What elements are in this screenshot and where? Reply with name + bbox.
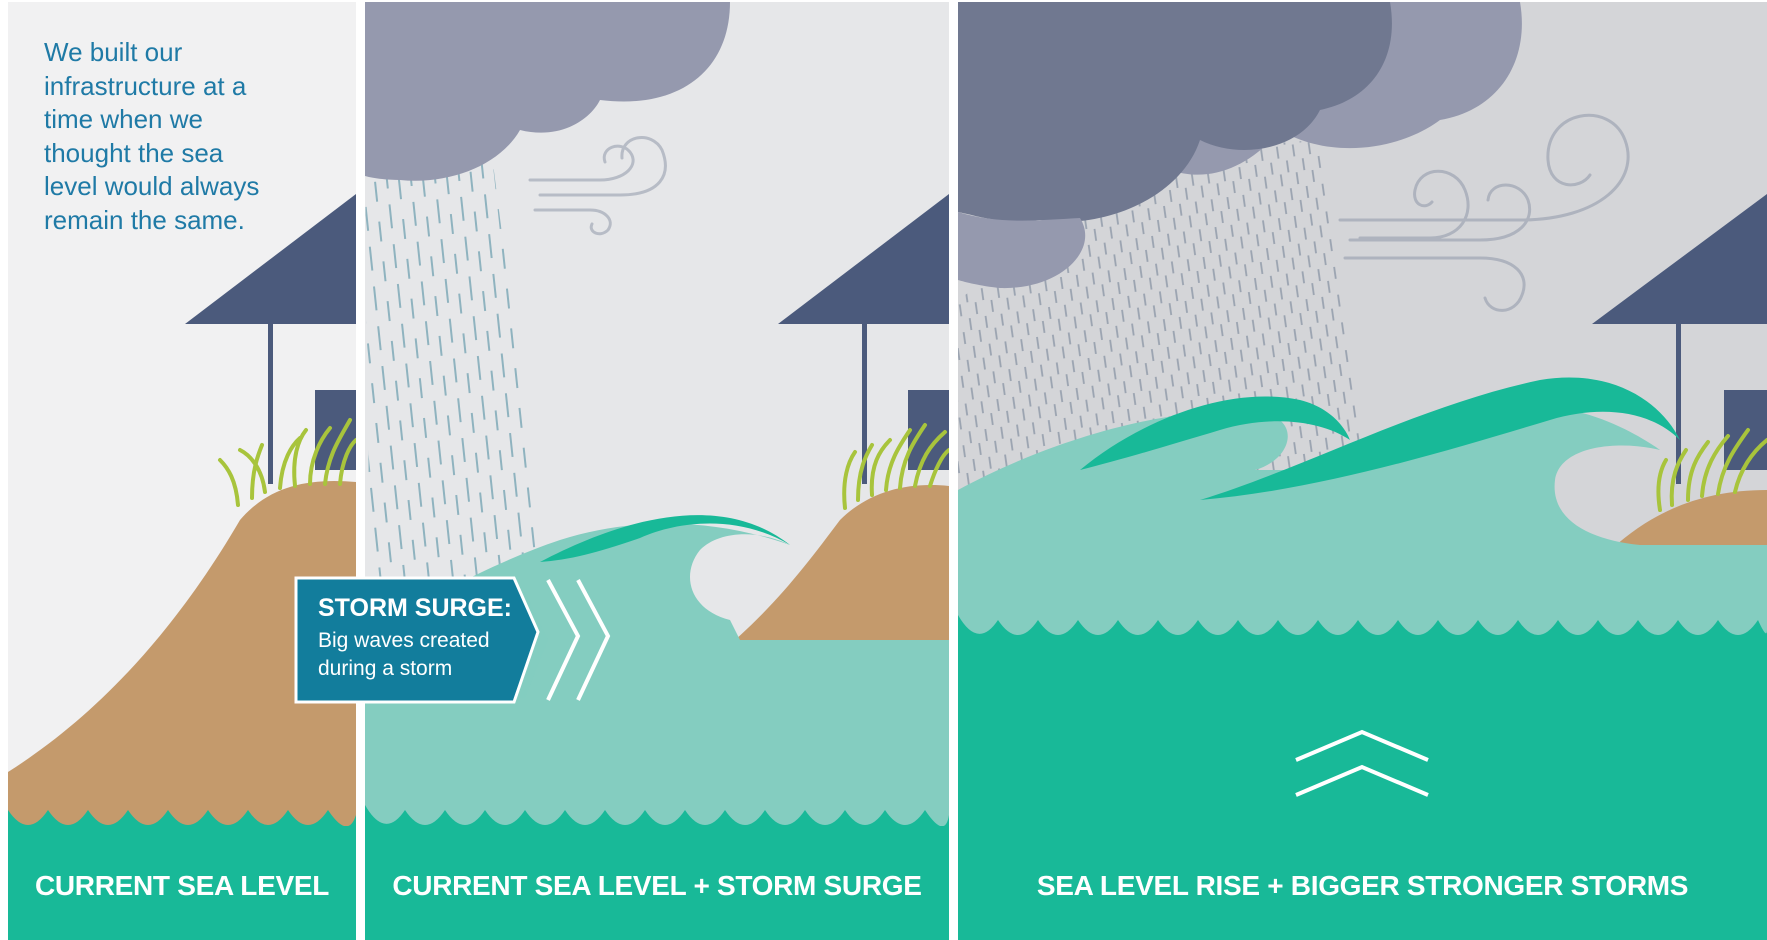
house-illustration xyxy=(185,194,356,484)
grass-illustration xyxy=(842,423,949,510)
chevron-up-icon xyxy=(1295,729,1429,797)
cloud-icon xyxy=(365,2,730,181)
intro-text: We built our infrastructure at a time wh… xyxy=(44,37,260,235)
caption-current-sea-level: CURRENT SEA LEVEL xyxy=(34,870,330,901)
wind-icon xyxy=(528,136,667,236)
caption-storm-surge: CURRENT SEA LEVEL + STORM SURGE xyxy=(392,870,922,901)
panel-storm-surge xyxy=(365,2,949,940)
rain-illustration xyxy=(365,140,545,590)
house-illustration xyxy=(778,194,949,484)
wave-crest xyxy=(1080,396,1350,470)
cloud-icon xyxy=(958,2,1392,222)
panel-sea-level-rise xyxy=(958,2,1767,940)
wave-crest xyxy=(1200,377,1680,500)
panel-current-sea-level xyxy=(8,2,356,940)
caption-sea-level-rise: SEA LEVEL RISE + BIGGER STRONGER STORMS xyxy=(1036,870,1689,901)
grass-illustration xyxy=(218,418,356,507)
storm-surge-callout xyxy=(294,576,548,704)
wave-crest xyxy=(540,515,790,562)
chevron-right-icon xyxy=(546,579,611,701)
callout-text: Big waves created during a storm xyxy=(318,629,490,680)
callout-title: STORM SURGE: xyxy=(318,594,512,622)
wind-icon xyxy=(1338,113,1630,312)
grass-illustration xyxy=(1656,428,1767,512)
